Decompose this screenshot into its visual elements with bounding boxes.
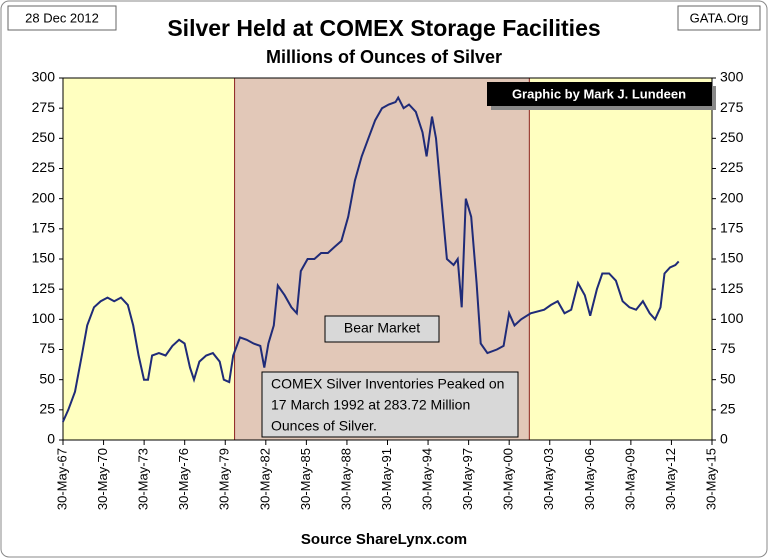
y-tick-label: 125 (32, 280, 56, 296)
x-tick-label: 30-May-15 (703, 448, 718, 510)
x-tick-label: 30-May-85 (298, 448, 313, 510)
source: Source ShareLynx.com (301, 531, 467, 548)
data-line (61, 95, 680, 423)
y2-tick-label: 250 (720, 129, 744, 145)
y-tick-label: 275 (32, 99, 56, 115)
annotation-line: 17 March 1992 at 283.72 Million (271, 397, 470, 413)
y-tick-label: 200 (32, 189, 56, 205)
y2-tick-label: 225 (720, 159, 744, 175)
y-tick-label: 175 (32, 220, 56, 236)
site: GATA.Org (690, 10, 749, 25)
y-tick-label: 300 (32, 69, 56, 85)
y2-tick-label: 50 (720, 370, 736, 386)
site-box (677, 5, 761, 31)
y2-tick-label: 200 (720, 189, 744, 205)
plot-border (62, 77, 713, 441)
x-tick-label: 30-May-12 (663, 448, 678, 510)
y2-tick-label: 25 (720, 401, 736, 417)
x-tick-label: 30-May-09 (622, 448, 637, 510)
chart-subtitle: Millions of Ounces of Silver (266, 47, 502, 67)
y-tick-label: 50 (39, 370, 55, 386)
y2-tick-label: 100 (720, 310, 744, 326)
y2-tick-label: 75 (720, 340, 736, 356)
y-tick-label: 250 (32, 129, 56, 145)
x-tick-label: 30-May-73 (136, 448, 151, 510)
y-tick-label: 150 (32, 250, 56, 266)
x-tick-label: 30-May-76 (176, 448, 191, 510)
y-tick-label: 75 (39, 340, 55, 356)
date-box (7, 5, 117, 31)
y2-tick-label: 0 (720, 431, 728, 447)
date: 28 Dec 2012 (25, 10, 99, 25)
x-tick-label: 30-May-03 (541, 448, 556, 510)
y-tick-label: 225 (32, 159, 56, 175)
x-tick-label: 30-May-82 (257, 448, 272, 510)
chart-title: Silver Held at COMEX Storage Facilities (167, 15, 600, 41)
credit: Graphic by Mark J. Lundeen (512, 86, 686, 101)
y-tick-label: 100 (32, 310, 56, 326)
x-tick-label: 30-May-06 (582, 448, 597, 510)
x-tick-label: 30-May-88 (338, 448, 353, 510)
x-tick-label: 30-May-79 (217, 448, 232, 510)
region-label-box (324, 315, 440, 343)
x-tick-label: 30-May-94 (420, 448, 435, 510)
y2-tick-label: 125 (720, 280, 744, 296)
y2-tick-label: 300 (720, 69, 744, 85)
x-tick-label: 30-May-91 (379, 448, 394, 510)
x-tick-label: 30-May-97 (460, 448, 475, 510)
y2-tick-label: 150 (720, 250, 744, 266)
annotation-line: COMEX Silver Inventories Peaked on (271, 376, 504, 392)
y2-tick-label: 275 (720, 99, 744, 115)
credit-box (487, 82, 712, 106)
y-tick-label: 25 (39, 401, 55, 417)
x-tick-label: 30-May-00 (501, 448, 516, 510)
annotation-line: Ounces of Silver. (271, 418, 377, 434)
annotation-box (261, 371, 519, 438)
y2-tick-label: 175 (720, 220, 744, 236)
x-tick-label: 30-May-67 (54, 448, 69, 510)
region-label: Bear Market (344, 320, 420, 336)
x-tick-label: 30-May-70 (95, 448, 110, 510)
y-tick-label: 0 (47, 431, 55, 447)
